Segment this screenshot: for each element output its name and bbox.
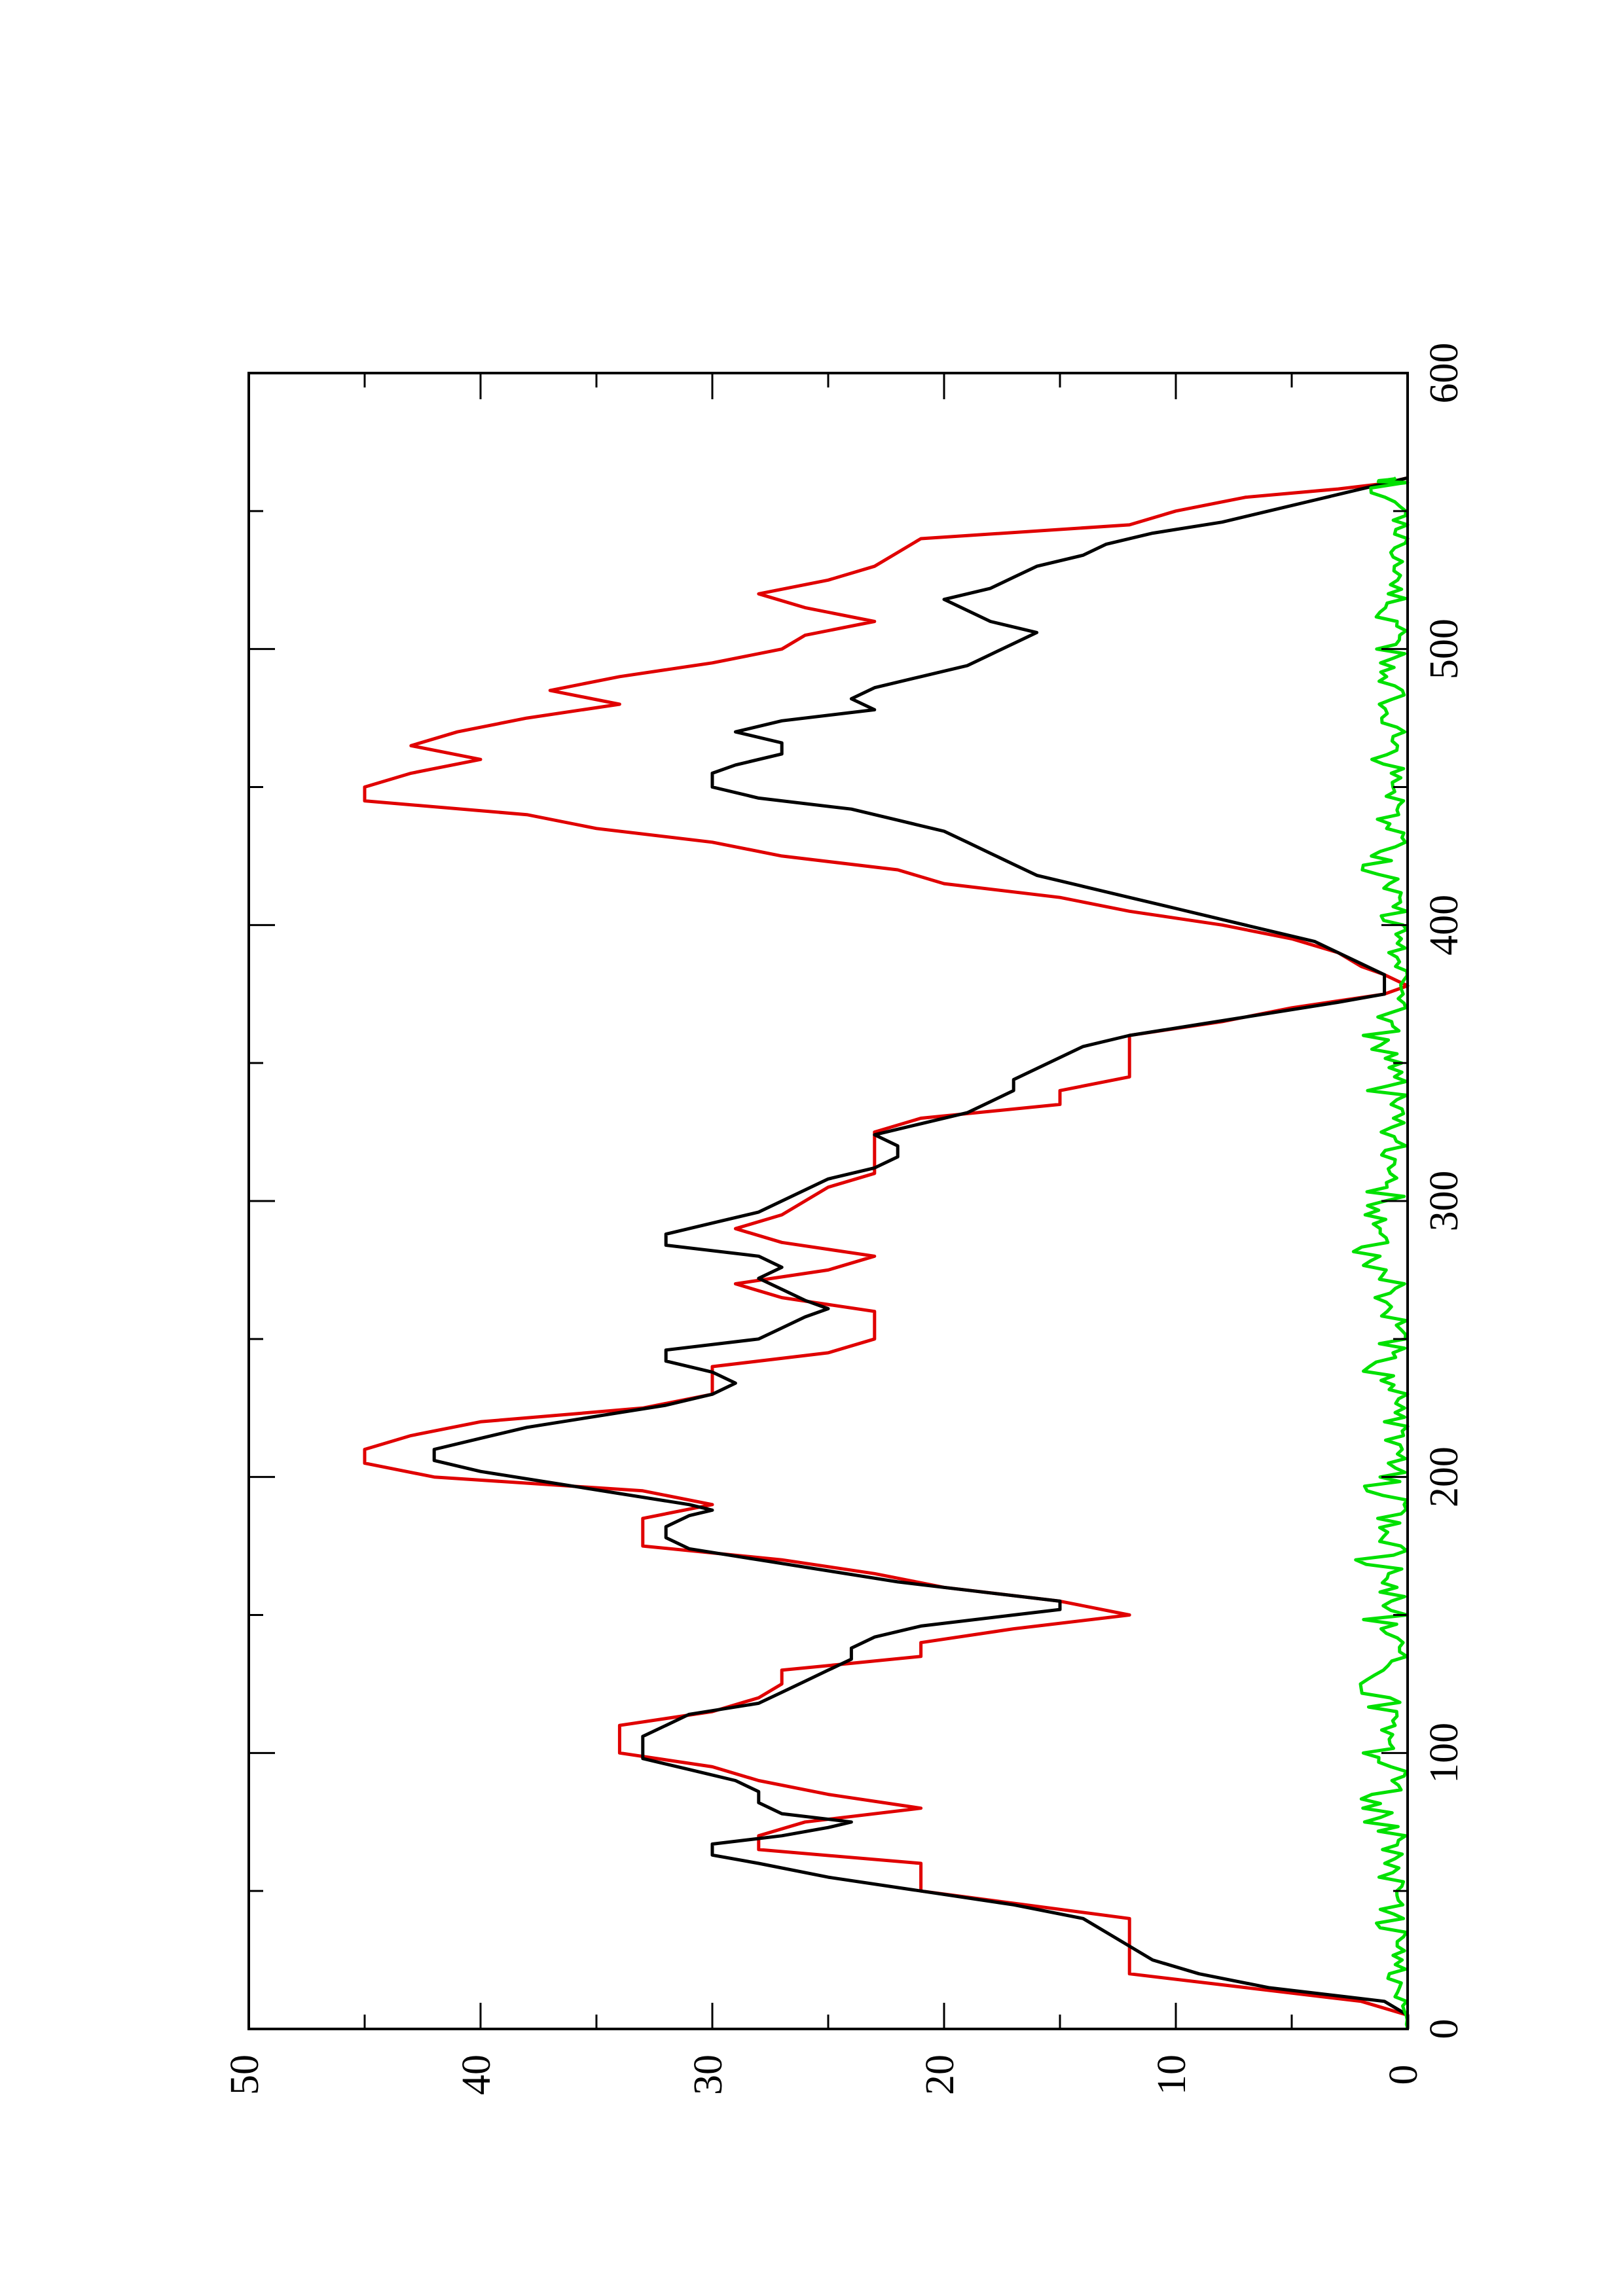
y-tick-label: 50 bbox=[223, 2054, 267, 2095]
x-tick-label: 0 bbox=[1422, 2019, 1467, 2039]
x-tick-label: 300 bbox=[1422, 1171, 1467, 1232]
x-tick-label: 500 bbox=[1422, 619, 1467, 679]
y-tick-label: 0 bbox=[1381, 2065, 1426, 2085]
y-tick-label: 30 bbox=[686, 2054, 731, 2095]
y-tick-label: 20 bbox=[918, 2054, 962, 2095]
x-tick-label: 200 bbox=[1422, 1446, 1467, 1507]
plot-frame bbox=[247, 372, 1409, 2030]
y-tick-label: 40 bbox=[454, 2054, 499, 2095]
x-tick-label: 400 bbox=[1422, 895, 1467, 956]
axis-tick-labels: 0 100 200 300 400 500 600 0 10 20 30 40 50 bbox=[223, 343, 1467, 2096]
series-1-line bbox=[432, 476, 1410, 2029]
series-0-line bbox=[363, 476, 1410, 2029]
y-tick-label: 10 bbox=[1150, 2054, 1194, 2095]
series-layer bbox=[363, 476, 1410, 2030]
series-2-line bbox=[1351, 476, 1410, 2030]
x-tick-label: 100 bbox=[1422, 1723, 1467, 1784]
x-tick-label: 600 bbox=[1422, 343, 1467, 404]
axis-ticks bbox=[247, 372, 1409, 2030]
